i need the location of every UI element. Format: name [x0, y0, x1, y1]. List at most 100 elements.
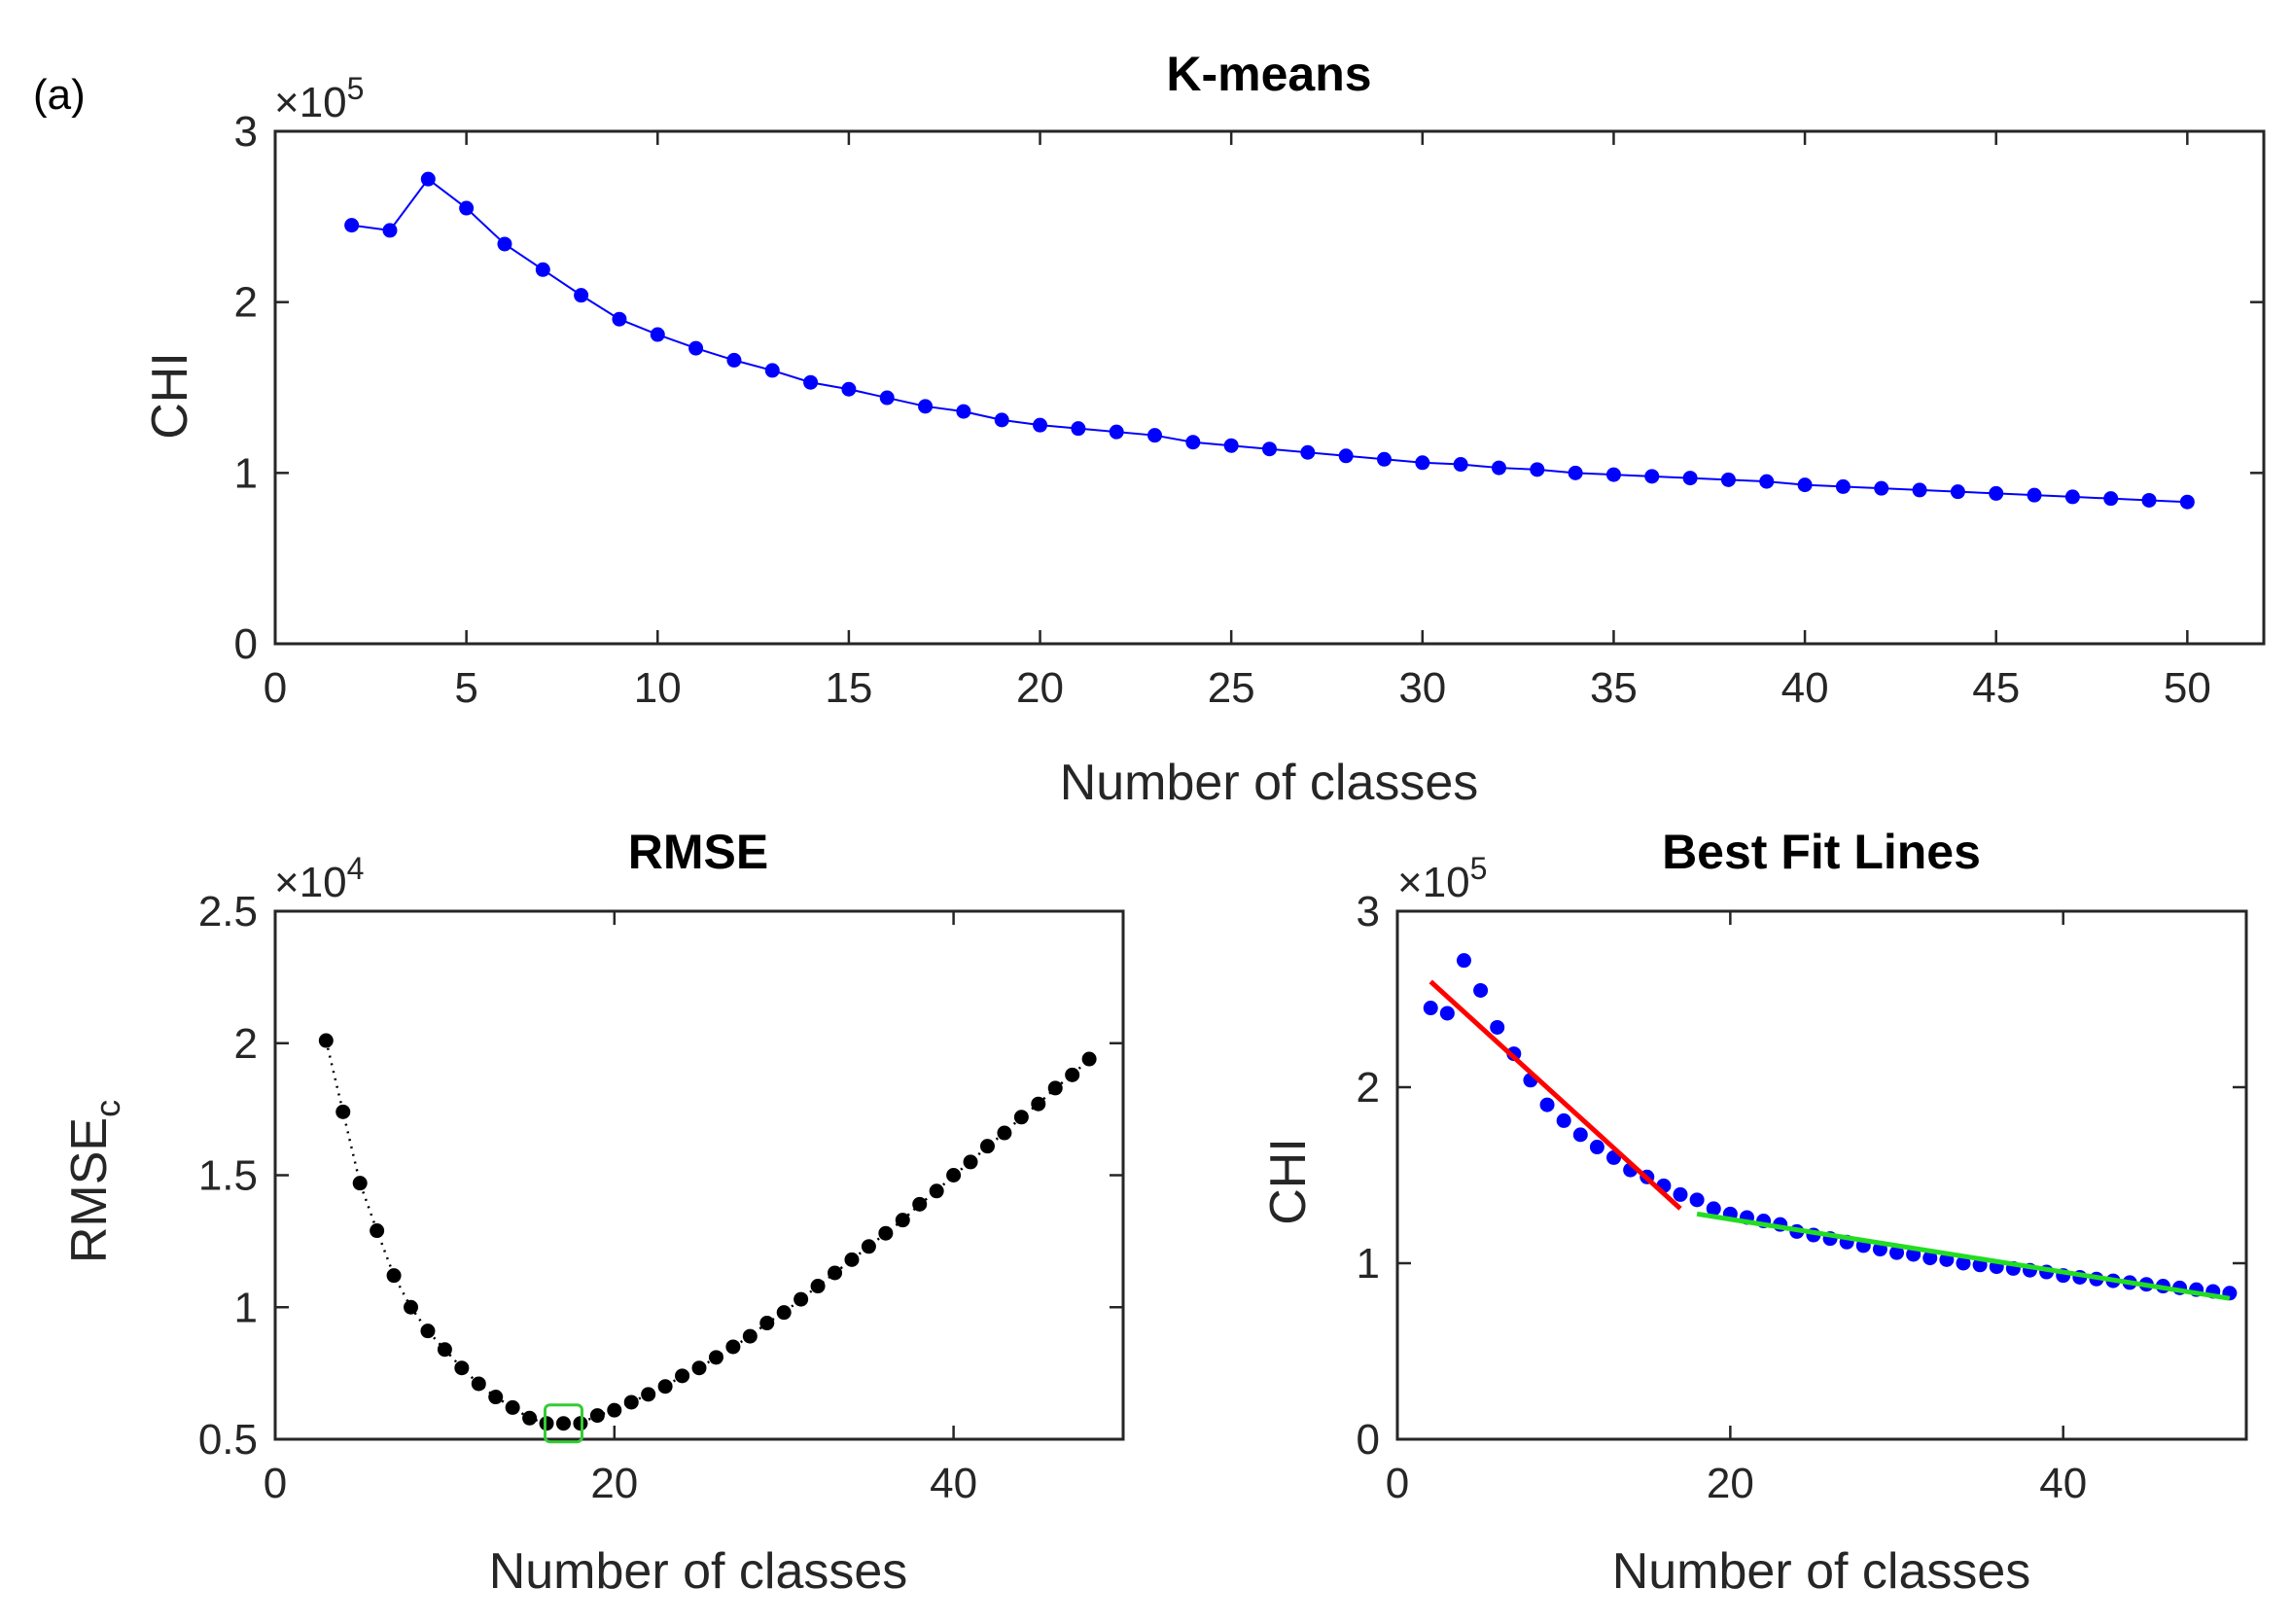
bestfit-title: Best Fit Lines [1662, 825, 1981, 879]
bestfit-ylabel: CHI [1260, 1138, 1317, 1225]
bestfit-ytick-label: 3 [1357, 888, 1380, 936]
rmse-data-point [979, 1139, 995, 1154]
rmse-data-point [352, 1176, 368, 1191]
rmse-data-point [589, 1408, 605, 1424]
rmse-data-point [573, 1416, 588, 1431]
panel-tag: (a) [33, 71, 86, 119]
kmeans-data-point [2141, 492, 2157, 508]
kmeans-xtick-label: 20 [1016, 664, 1064, 712]
bestfit-data-point [1922, 1251, 1938, 1266]
kmeans-ytick-label: 2 [234, 279, 258, 327]
rmse-ytick-label: 1.5 [198, 1152, 258, 1200]
bestfit-exponent: ×105 [1397, 851, 1487, 906]
kmeans-data-point [1989, 485, 2004, 501]
rmse-data-point [555, 1416, 571, 1431]
rmse-data-point [335, 1104, 351, 1119]
kmeans-ytick-label: 3 [234, 108, 258, 156]
kmeans-data-point [1874, 480, 1889, 496]
kmeans-ylabel: CHI [142, 352, 198, 440]
rmse-data-point [997, 1125, 1012, 1141]
kmeans-data-point [918, 399, 934, 414]
rmse-data-point [471, 1376, 486, 1392]
kmeans-data-point [1568, 465, 1583, 480]
bestfit-data-point [1539, 1097, 1555, 1112]
kmeans-xtick-label: 35 [1590, 664, 1638, 712]
rmse-data-point [437, 1342, 452, 1358]
rmse-data-point [505, 1399, 520, 1415]
kmeans-xtick-label: 15 [825, 664, 872, 712]
kmeans-data-point [764, 363, 780, 378]
kmeans-data-point [1491, 460, 1506, 476]
rmse-exponent: ×104 [274, 851, 364, 906]
kmeans-data-point [1453, 457, 1468, 473]
kmeans-data-point [382, 223, 398, 238]
rmse-data-point [1013, 1110, 1029, 1125]
kmeans-data-point [2064, 489, 2080, 505]
kmeans-ytick-label: 0 [234, 620, 258, 668]
rmse-ytick-label: 0.5 [198, 1416, 258, 1464]
kmeans-data-point [1376, 451, 1392, 467]
rmse-data-point [810, 1279, 826, 1294]
rmse-data-point [641, 1387, 656, 1402]
rmse-xtick-label: 40 [930, 1460, 977, 1507]
kmeans-data-point [1682, 471, 1698, 486]
rmse-ytick-label: 2 [234, 1020, 258, 1068]
bestfit-xlabel: Number of classes [1612, 1543, 2031, 1600]
kmeans-ytick-label: 1 [234, 449, 258, 497]
bestfit-data-point [1456, 953, 1471, 969]
rmse-data-point [793, 1291, 809, 1307]
kmeans-data-point [1835, 478, 1851, 494]
rmse-data-point [776, 1305, 792, 1321]
rmse-data-point [912, 1196, 928, 1212]
rmse-data-point [946, 1168, 962, 1183]
kmeans-data-point [1530, 462, 1545, 477]
bestfit-xtick-label: 0 [1386, 1460, 1409, 1507]
rmse-data-point [708, 1350, 723, 1365]
bestfit-xtick-label: 20 [1707, 1460, 1754, 1507]
kmeans-data-point [535, 262, 550, 277]
kmeans-axes-box [273, 129, 2266, 646]
kmeans-data-point [1300, 444, 1316, 460]
rmse-title: RMSE [628, 825, 768, 879]
rmse-data-point [878, 1225, 894, 1241]
kmeans-data-point [459, 200, 475, 216]
bestfit-axes-box [1395, 909, 2248, 1441]
kmeans-xtick-label: 40 [1781, 664, 1829, 712]
rmse-series-line [325, 1040, 1090, 1425]
kmeans-data-point [1912, 482, 1927, 498]
rmse-data-point [759, 1316, 775, 1331]
kmeans-data-point [2103, 491, 2119, 507]
kmeans-data-point [1415, 455, 1430, 471]
bestfit-ytick-label: 2 [1357, 1064, 1380, 1112]
rmse-data-point [318, 1033, 334, 1048]
rmse-data-point [1065, 1067, 1080, 1082]
rmse-xtick-label: 0 [264, 1460, 287, 1507]
bestfit-ytick-label: 1 [1357, 1240, 1380, 1288]
kmeans-data-point [1223, 438, 1239, 453]
rmse-ytick-label: 2.5 [198, 888, 258, 936]
rmse-data-point [828, 1265, 843, 1281]
bestfit-data-point [1706, 1201, 1721, 1217]
rmse-data-point [725, 1339, 741, 1355]
kmeans-data-point [1338, 448, 1354, 464]
rmse-data-point [370, 1223, 385, 1239]
rmse-data-point [539, 1416, 554, 1431]
kmeans-data-point [1759, 474, 1775, 489]
kmeans-data-point [344, 218, 360, 233]
kmeans-exponent: ×105 [274, 71, 364, 126]
rmse-data-point [404, 1299, 419, 1315]
kmeans-xtick-label: 5 [454, 664, 477, 712]
bestfit-data-point [1589, 1140, 1604, 1155]
kmeans-data-point [1797, 477, 1813, 493]
rmse-xtick-label: 20 [590, 1460, 638, 1507]
kmeans-data-point [650, 327, 665, 342]
rmse-data-point [386, 1268, 402, 1284]
bestfit-ytick-label: 0 [1357, 1416, 1380, 1464]
bestfit-panel: Best Fit Lines Number of classes CHI ×10… [1260, 825, 2248, 1600]
kmeans-data-point [994, 412, 1009, 428]
kmeans-xtick-label: 30 [1398, 664, 1446, 712]
kmeans-data-point [1109, 424, 1124, 440]
rmse-data-point [1081, 1051, 1097, 1067]
bestfit-fit-right [1696, 1211, 2231, 1301]
kmeans-data-point [1071, 421, 1086, 437]
